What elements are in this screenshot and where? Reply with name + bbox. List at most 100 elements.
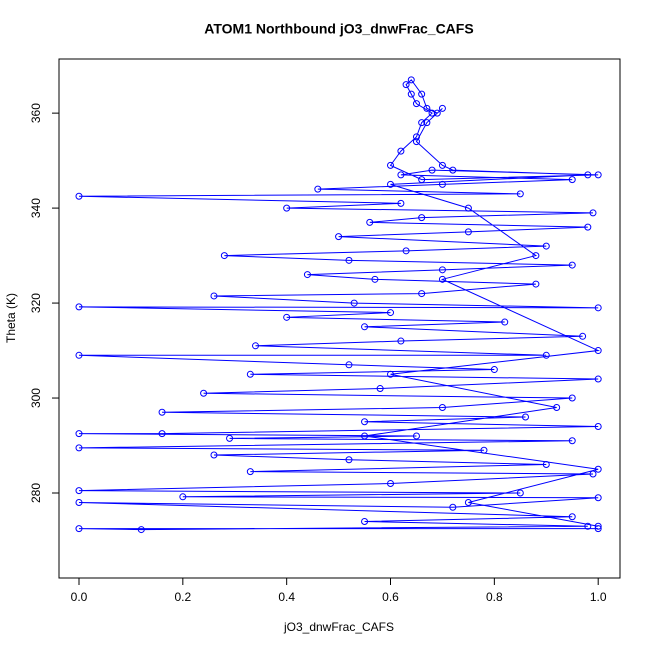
point bbox=[210, 292, 218, 300]
point bbox=[407, 90, 415, 98]
point bbox=[542, 461, 550, 469]
point bbox=[568, 176, 576, 184]
point bbox=[179, 493, 187, 501]
point bbox=[423, 119, 431, 127]
point bbox=[428, 166, 436, 174]
point bbox=[402, 247, 410, 255]
point bbox=[246, 370, 254, 378]
point bbox=[594, 525, 602, 533]
x-tick-label: 0.6 bbox=[382, 590, 399, 604]
point bbox=[589, 209, 597, 217]
point bbox=[594, 347, 602, 355]
y-tick-label: 320 bbox=[29, 293, 43, 313]
point bbox=[220, 252, 228, 260]
point bbox=[387, 161, 395, 169]
point bbox=[423, 104, 431, 112]
point bbox=[594, 465, 602, 473]
point bbox=[428, 109, 436, 117]
point bbox=[418, 90, 426, 98]
x-axis-label: jO3_dnwFrac_CAFS bbox=[283, 620, 394, 634]
point bbox=[137, 526, 145, 534]
point bbox=[314, 185, 322, 193]
point bbox=[516, 190, 524, 198]
point bbox=[522, 413, 530, 421]
point bbox=[490, 366, 498, 374]
point bbox=[412, 138, 420, 146]
point bbox=[371, 275, 379, 283]
point bbox=[438, 404, 446, 412]
point bbox=[397, 337, 405, 345]
point bbox=[361, 418, 369, 426]
y-tick-label: 300 bbox=[29, 388, 43, 408]
point bbox=[75, 499, 83, 507]
point bbox=[418, 176, 426, 184]
point bbox=[283, 204, 291, 212]
point bbox=[438, 104, 446, 112]
point bbox=[252, 342, 260, 350]
point bbox=[412, 133, 420, 141]
point bbox=[345, 456, 353, 464]
point bbox=[345, 256, 353, 264]
point bbox=[412, 432, 420, 440]
point bbox=[387, 180, 395, 188]
point bbox=[433, 109, 441, 117]
point bbox=[75, 430, 83, 438]
point bbox=[464, 499, 472, 507]
point bbox=[516, 489, 524, 497]
point bbox=[464, 204, 472, 212]
point bbox=[75, 487, 83, 495]
point bbox=[449, 166, 457, 174]
point bbox=[464, 228, 472, 236]
x-tick-label: 0.2 bbox=[174, 590, 191, 604]
chart-title: ATOM1 Northbound jO3_dnwFrac_CAFS bbox=[204, 21, 473, 37]
point bbox=[594, 494, 602, 502]
point bbox=[75, 303, 83, 311]
x-tick-label: 0.4 bbox=[278, 590, 295, 604]
x-tick-label: 1.0 bbox=[590, 590, 607, 604]
point bbox=[532, 280, 540, 288]
series-line bbox=[78, 79, 601, 531]
point bbox=[397, 147, 405, 155]
point bbox=[568, 437, 576, 445]
point bbox=[335, 233, 343, 241]
point bbox=[361, 432, 369, 440]
point bbox=[594, 304, 602, 312]
point bbox=[438, 266, 446, 274]
point bbox=[75, 192, 83, 200]
point bbox=[501, 318, 509, 326]
point bbox=[345, 361, 353, 369]
point bbox=[387, 309, 395, 317]
point bbox=[387, 370, 395, 378]
point bbox=[75, 351, 83, 359]
y-tick-label: 340 bbox=[29, 198, 43, 218]
point bbox=[542, 242, 550, 250]
point bbox=[584, 522, 592, 530]
x-tick-label: 0.0 bbox=[71, 590, 88, 604]
point bbox=[418, 214, 426, 222]
point bbox=[449, 503, 457, 511]
point bbox=[418, 119, 426, 127]
point bbox=[594, 522, 602, 530]
point bbox=[397, 171, 405, 179]
point bbox=[226, 434, 234, 442]
point bbox=[568, 394, 576, 402]
point bbox=[361, 323, 369, 331]
point bbox=[594, 375, 602, 383]
x-tick-label: 0.8 bbox=[486, 590, 503, 604]
point bbox=[75, 525, 83, 533]
point bbox=[402, 81, 410, 89]
point bbox=[480, 446, 488, 454]
point bbox=[568, 261, 576, 269]
point bbox=[158, 408, 166, 416]
point bbox=[350, 299, 358, 307]
point bbox=[412, 100, 420, 108]
point bbox=[397, 199, 405, 207]
point bbox=[594, 423, 602, 431]
point bbox=[589, 470, 597, 478]
point bbox=[418, 290, 426, 298]
point bbox=[568, 513, 576, 521]
y-axis-label: Theta (K) bbox=[4, 293, 18, 343]
point bbox=[210, 451, 218, 459]
